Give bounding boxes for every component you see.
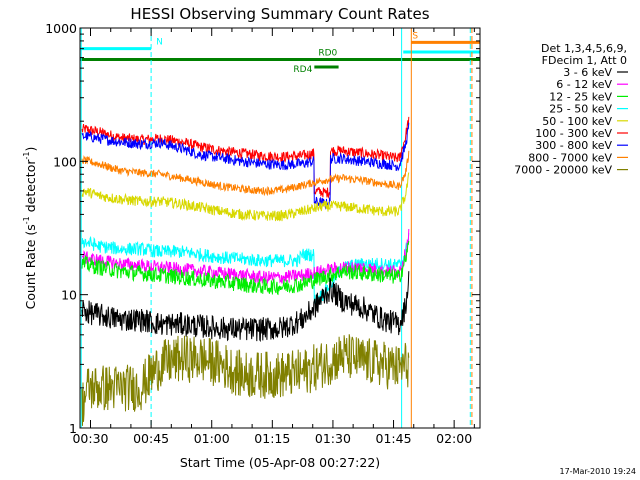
flag-label-n: N: [156, 38, 163, 48]
flag-label-s: S: [412, 31, 418, 41]
legend-label-100-300-kev: 100 - 300 keV: [535, 127, 612, 140]
flag-label-rd4: RD4: [293, 65, 312, 75]
chart-title: HESSI Observing Summary Count Rates: [130, 5, 429, 23]
x-tick-label-01-00: 01:00: [194, 431, 230, 446]
x-tick-label-02-00: 02:00: [436, 431, 472, 446]
series-3-6-kev: [81, 271, 410, 343]
legend-header-0: Det 1,3,4,5,6,9,: [541, 42, 627, 55]
plot-frame: [79, 27, 481, 429]
legend-label-800-7000-kev: 800 - 7000 keV: [528, 151, 612, 164]
x-tick-label-01-45: 01:45: [376, 431, 412, 446]
x-tick-label-01-15: 01:15: [254, 431, 290, 446]
y-axis-label-end: ): [23, 147, 38, 152]
y-axis-label-sup1: -1: [22, 216, 31, 224]
axis-ticks: 00:30 00:45 01:00 01:15 01:30 01:45 02:00 1 10 10…: [45, 21, 480, 446]
y-axis-label-sup2: -1: [22, 152, 31, 160]
y-tick-label-1000: 1000: [45, 21, 77, 36]
legend: Det 1,3,4,5,6,9,FDecim 1, Att 03 - 6 keV…: [514, 42, 628, 177]
series-25-50-kev: [81, 233, 410, 307]
observing-flags: N S RD0 RD4: [80, 31, 480, 75]
series-6-12-kev: [81, 228, 410, 285]
y-tick-label-1: 1: [69, 421, 77, 436]
series-300-800-kev: [81, 122, 410, 210]
legend-label-3-6-kev: 3 - 6 keV: [563, 66, 612, 79]
legend-label-6-12-kev: 6 - 12 keV: [556, 78, 612, 91]
x-tick-label-00-30: 00:30: [72, 431, 108, 446]
legend-label-50-100-kev: 50 - 100 keV: [542, 115, 612, 128]
flag-label-rd0: RD0: [318, 49, 337, 59]
y-axis-label-main: Count Rate (s: [23, 224, 38, 309]
y-axis-label: Count Rate (s-1 detector-1): [22, 147, 38, 310]
x-axis-label: Start Time (05-Apr-08 00:27:22): [180, 455, 380, 470]
legend-header-1: FDecim 1, Att 0: [542, 54, 627, 67]
series-7000-20000-kev: [81, 334, 410, 426]
legend-label-12-25-kev: 12 - 25 keV: [549, 90, 612, 103]
legend-label-25-50-kev: 25 - 50 keV: [549, 103, 612, 116]
footer-date: 17-Mar-2010 19:24: [560, 467, 637, 476]
series-lines: [81, 116, 410, 426]
y-tick-label-10: 10: [61, 288, 77, 303]
series-100-300-kev: [81, 116, 410, 199]
series-50-100-kev: [81, 172, 410, 222]
x-tick-label-00-45: 00:45: [133, 431, 169, 446]
series-12-25-kev: [81, 240, 410, 296]
x-tick-label-01-30: 01:30: [315, 431, 351, 446]
y-axis-label-mid: detector: [23, 159, 38, 217]
legend-label-300-800-kev: 300 - 800 keV: [535, 139, 612, 152]
legend-label-7000-20000-kev: 7000 - 20000 keV: [514, 164, 612, 177]
y-tick-label-100: 100: [53, 154, 77, 169]
series-800-7000-kev: [81, 150, 410, 197]
